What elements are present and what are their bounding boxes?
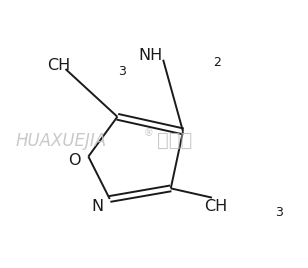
Text: CH: CH (47, 58, 71, 73)
Text: O: O (68, 153, 81, 168)
Text: ®: ® (143, 128, 153, 138)
Text: HUAXUEJIA: HUAXUEJIA (15, 132, 106, 150)
Text: NH: NH (139, 48, 163, 63)
Text: 2: 2 (213, 56, 221, 69)
Text: N: N (91, 199, 103, 214)
Text: CH: CH (205, 199, 228, 214)
Text: 化学加: 化学加 (157, 131, 192, 150)
Text: 3: 3 (275, 206, 283, 219)
Text: 3: 3 (118, 65, 126, 78)
